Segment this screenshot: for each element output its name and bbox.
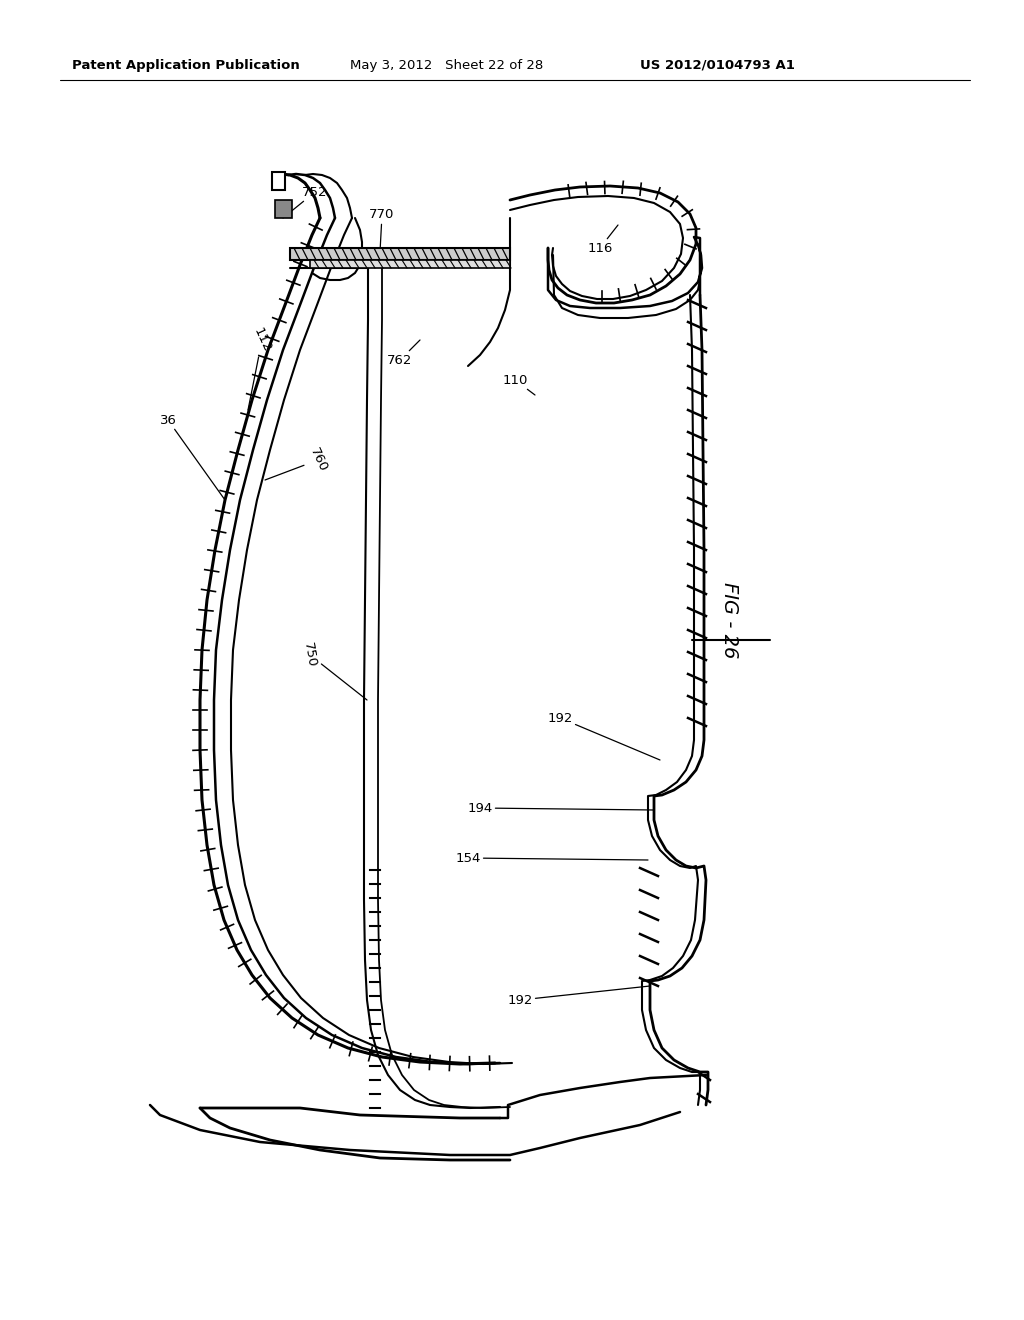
Polygon shape xyxy=(272,172,285,190)
Text: 36: 36 xyxy=(160,413,225,500)
Text: 194: 194 xyxy=(467,801,654,814)
Text: 760: 760 xyxy=(265,446,330,480)
Text: 192: 192 xyxy=(507,986,650,1006)
Text: 752: 752 xyxy=(283,186,328,218)
Text: 154: 154 xyxy=(456,851,648,865)
Text: 762: 762 xyxy=(387,341,420,367)
Text: May 3, 2012   Sheet 22 of 28: May 3, 2012 Sheet 22 of 28 xyxy=(350,58,544,71)
Bar xyxy=(310,260,510,268)
Text: 110: 110 xyxy=(503,374,535,395)
Text: FIG - 26: FIG - 26 xyxy=(721,582,739,659)
Text: 112: 112 xyxy=(248,326,273,411)
Text: US 2012/0104793 A1: US 2012/0104793 A1 xyxy=(640,58,795,71)
Polygon shape xyxy=(275,201,292,218)
Text: Patent Application Publication: Patent Application Publication xyxy=(72,58,300,71)
Text: 750: 750 xyxy=(301,642,367,700)
Text: 770: 770 xyxy=(370,209,394,252)
Text: 116: 116 xyxy=(588,224,618,255)
Bar xyxy=(290,248,510,260)
Text: 192: 192 xyxy=(547,711,660,760)
